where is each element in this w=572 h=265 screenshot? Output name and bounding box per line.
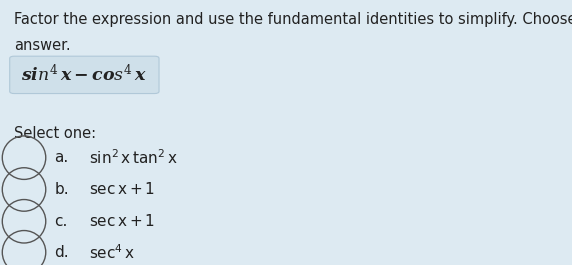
Text: $\mathrm{sec^4\,x}$: $\mathrm{sec^4\,x}$ xyxy=(89,243,135,262)
Text: a.: a. xyxy=(54,150,69,165)
Text: Select one:: Select one: xyxy=(14,126,97,141)
Text: $\mathrm{sin^2\,x\,tan^2\,x}$: $\mathrm{sin^2\,x\,tan^2\,x}$ xyxy=(89,148,177,167)
Text: c.: c. xyxy=(54,214,67,229)
Text: $\boldsymbol{sin^4\,x - cos^4\,x}$: $\boldsymbol{sin^4\,x - cos^4\,x}$ xyxy=(21,64,147,85)
Text: $\mathrm{sec\,x + 1}$: $\mathrm{sec\,x + 1}$ xyxy=(89,213,155,229)
Text: b.: b. xyxy=(54,182,69,197)
Text: Factor the expression and use the fundamental identities to simplify. Choose the: Factor the expression and use the fundam… xyxy=(14,12,572,27)
Text: $\mathrm{sec\,x + 1}$: $\mathrm{sec\,x + 1}$ xyxy=(89,182,155,197)
Text: d.: d. xyxy=(54,245,69,260)
Text: answer.: answer. xyxy=(14,38,71,54)
FancyBboxPatch shape xyxy=(10,56,159,94)
